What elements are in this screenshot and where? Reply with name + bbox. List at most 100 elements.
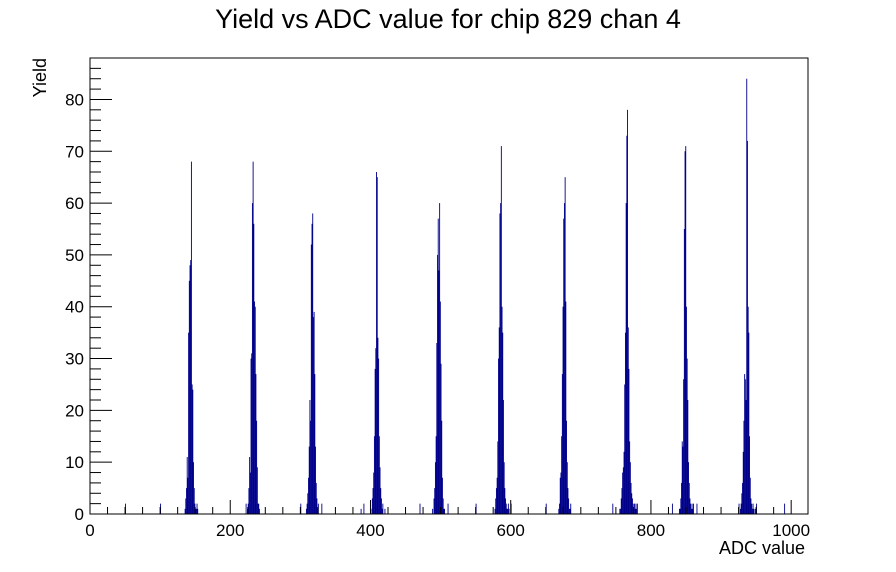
histogram-bin [622,467,624,514]
y-axis-label: Yield [30,58,50,97]
histogram-bin [316,498,318,514]
histogram-bin [363,503,365,514]
histogram-bin [631,493,633,514]
histogram-bin [495,488,497,514]
histogram-bin [497,441,499,514]
histogram-bin [372,488,374,514]
y-tick-label: 80 [65,90,84,109]
histogram-bin [257,503,259,514]
histogram-bin [743,420,745,514]
histogram-bin [432,508,434,514]
y-tick-label: 40 [65,298,84,317]
histogram-bin [683,229,685,514]
histogram-bin [433,498,435,514]
x-tick-label: 400 [356,521,384,540]
histogram-bin [687,400,689,514]
histogram-bin [749,477,751,514]
histogram-bin [313,311,315,514]
histogram-bin [192,389,194,514]
histogram-bin [689,498,691,514]
histogram-bin [619,508,621,514]
histogram-bin [382,503,384,514]
histogram-bin [308,477,309,514]
histogram-bin [742,482,743,514]
histogram-bin [506,508,508,514]
histogram-bin [186,457,188,514]
histogram-bin [371,498,373,514]
histogram-bin [321,503,323,514]
histogram-bin [624,384,626,514]
histogram-bars [125,78,786,515]
histogram-bin [690,503,692,514]
histogram-bin [251,203,253,514]
histogram-bin [375,348,377,514]
histogram-bin [784,503,786,514]
histogram-bin [502,332,504,514]
histogram-bin [444,508,445,514]
histogram-bin [561,374,563,514]
histogram-bin [682,446,684,514]
histogram-bin [254,306,256,514]
histogram-bin [501,306,503,514]
y-tick-label: 30 [65,350,84,369]
histogram-bin [442,498,444,514]
y-tick-label: 20 [65,401,84,420]
histogram-bin [315,446,316,514]
histogram-bin [373,436,375,514]
histogram-bin [563,218,565,514]
histogram-bin [435,436,437,514]
y-tick-label: 60 [65,194,84,213]
y-tick-label: 50 [65,246,84,265]
histogram-bin [568,508,570,514]
histogram-bin [191,384,193,514]
histogram-bin [559,477,561,514]
histogram-bin [380,488,382,514]
y-tick-label: 10 [65,453,84,472]
histogram-bin [627,109,628,514]
y-tick-label: 70 [65,142,84,161]
histogram-bin [629,462,631,514]
x-tick-label: 200 [216,521,244,540]
histogram-bin [312,213,314,514]
histogram-bin [632,498,633,514]
histogram-bin [437,254,438,514]
histogram-bin [622,472,624,514]
histogram-bin [749,436,750,514]
histogram-bin [625,203,627,514]
histogram-bin [627,327,629,514]
histogram-bin [630,482,632,514]
histogram-bin [305,508,307,514]
histogram-bin [565,301,567,514]
histogram-bin [256,420,258,514]
histogram-bin [373,472,375,514]
histogram-bin [498,327,500,514]
histogram-bin [440,363,442,514]
histogram-bin [680,498,682,514]
histogram-bin [686,358,688,514]
histogram-bin [443,508,445,514]
x-tick-label: 600 [497,521,525,540]
histogram-bin [187,477,189,514]
histogram-bin [750,498,752,514]
x-tick-label: 1000 [772,521,810,540]
histogram-bin [309,400,311,514]
histogram-bin [499,213,501,514]
histogram-bin [679,508,681,514]
histogram-bin [507,508,509,514]
histogram-bin [634,508,636,514]
histogram-bin [626,135,628,515]
histogram-bin [377,337,379,514]
histogram-bin [379,467,381,514]
histogram-bin [688,462,689,514]
y-tick-label: 0 [75,505,84,524]
histogram-bin [381,508,383,514]
histogram-bin [562,306,564,514]
histogram-bin [255,374,257,514]
histogram-bin [252,161,254,514]
histogram-bin [253,223,255,514]
histogram-bin [636,508,638,514]
histogram-bin [494,508,496,514]
histogram-bin [624,332,626,514]
histogram-bin [566,420,567,514]
histogram-bin [741,493,743,514]
